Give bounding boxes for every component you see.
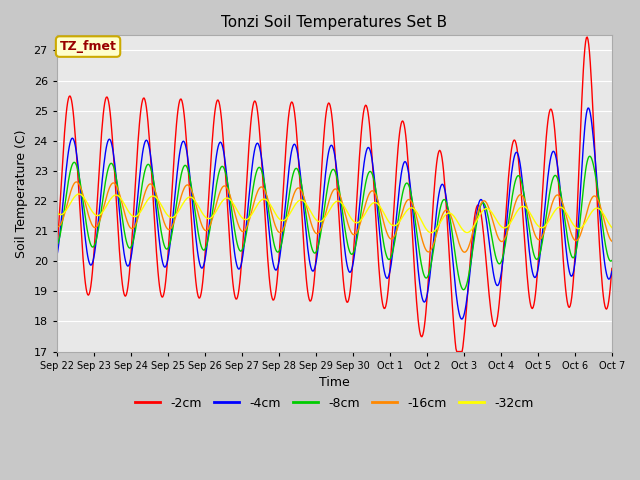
Text: TZ_fmet: TZ_fmet (60, 40, 116, 53)
X-axis label: Time: Time (319, 376, 349, 389)
Legend: -2cm, -4cm, -8cm, -16cm, -32cm: -2cm, -4cm, -8cm, -16cm, -32cm (130, 392, 538, 415)
Title: Tonzi Soil Temperatures Set B: Tonzi Soil Temperatures Set B (221, 15, 447, 30)
Y-axis label: Soil Temperature (C): Soil Temperature (C) (15, 129, 28, 258)
